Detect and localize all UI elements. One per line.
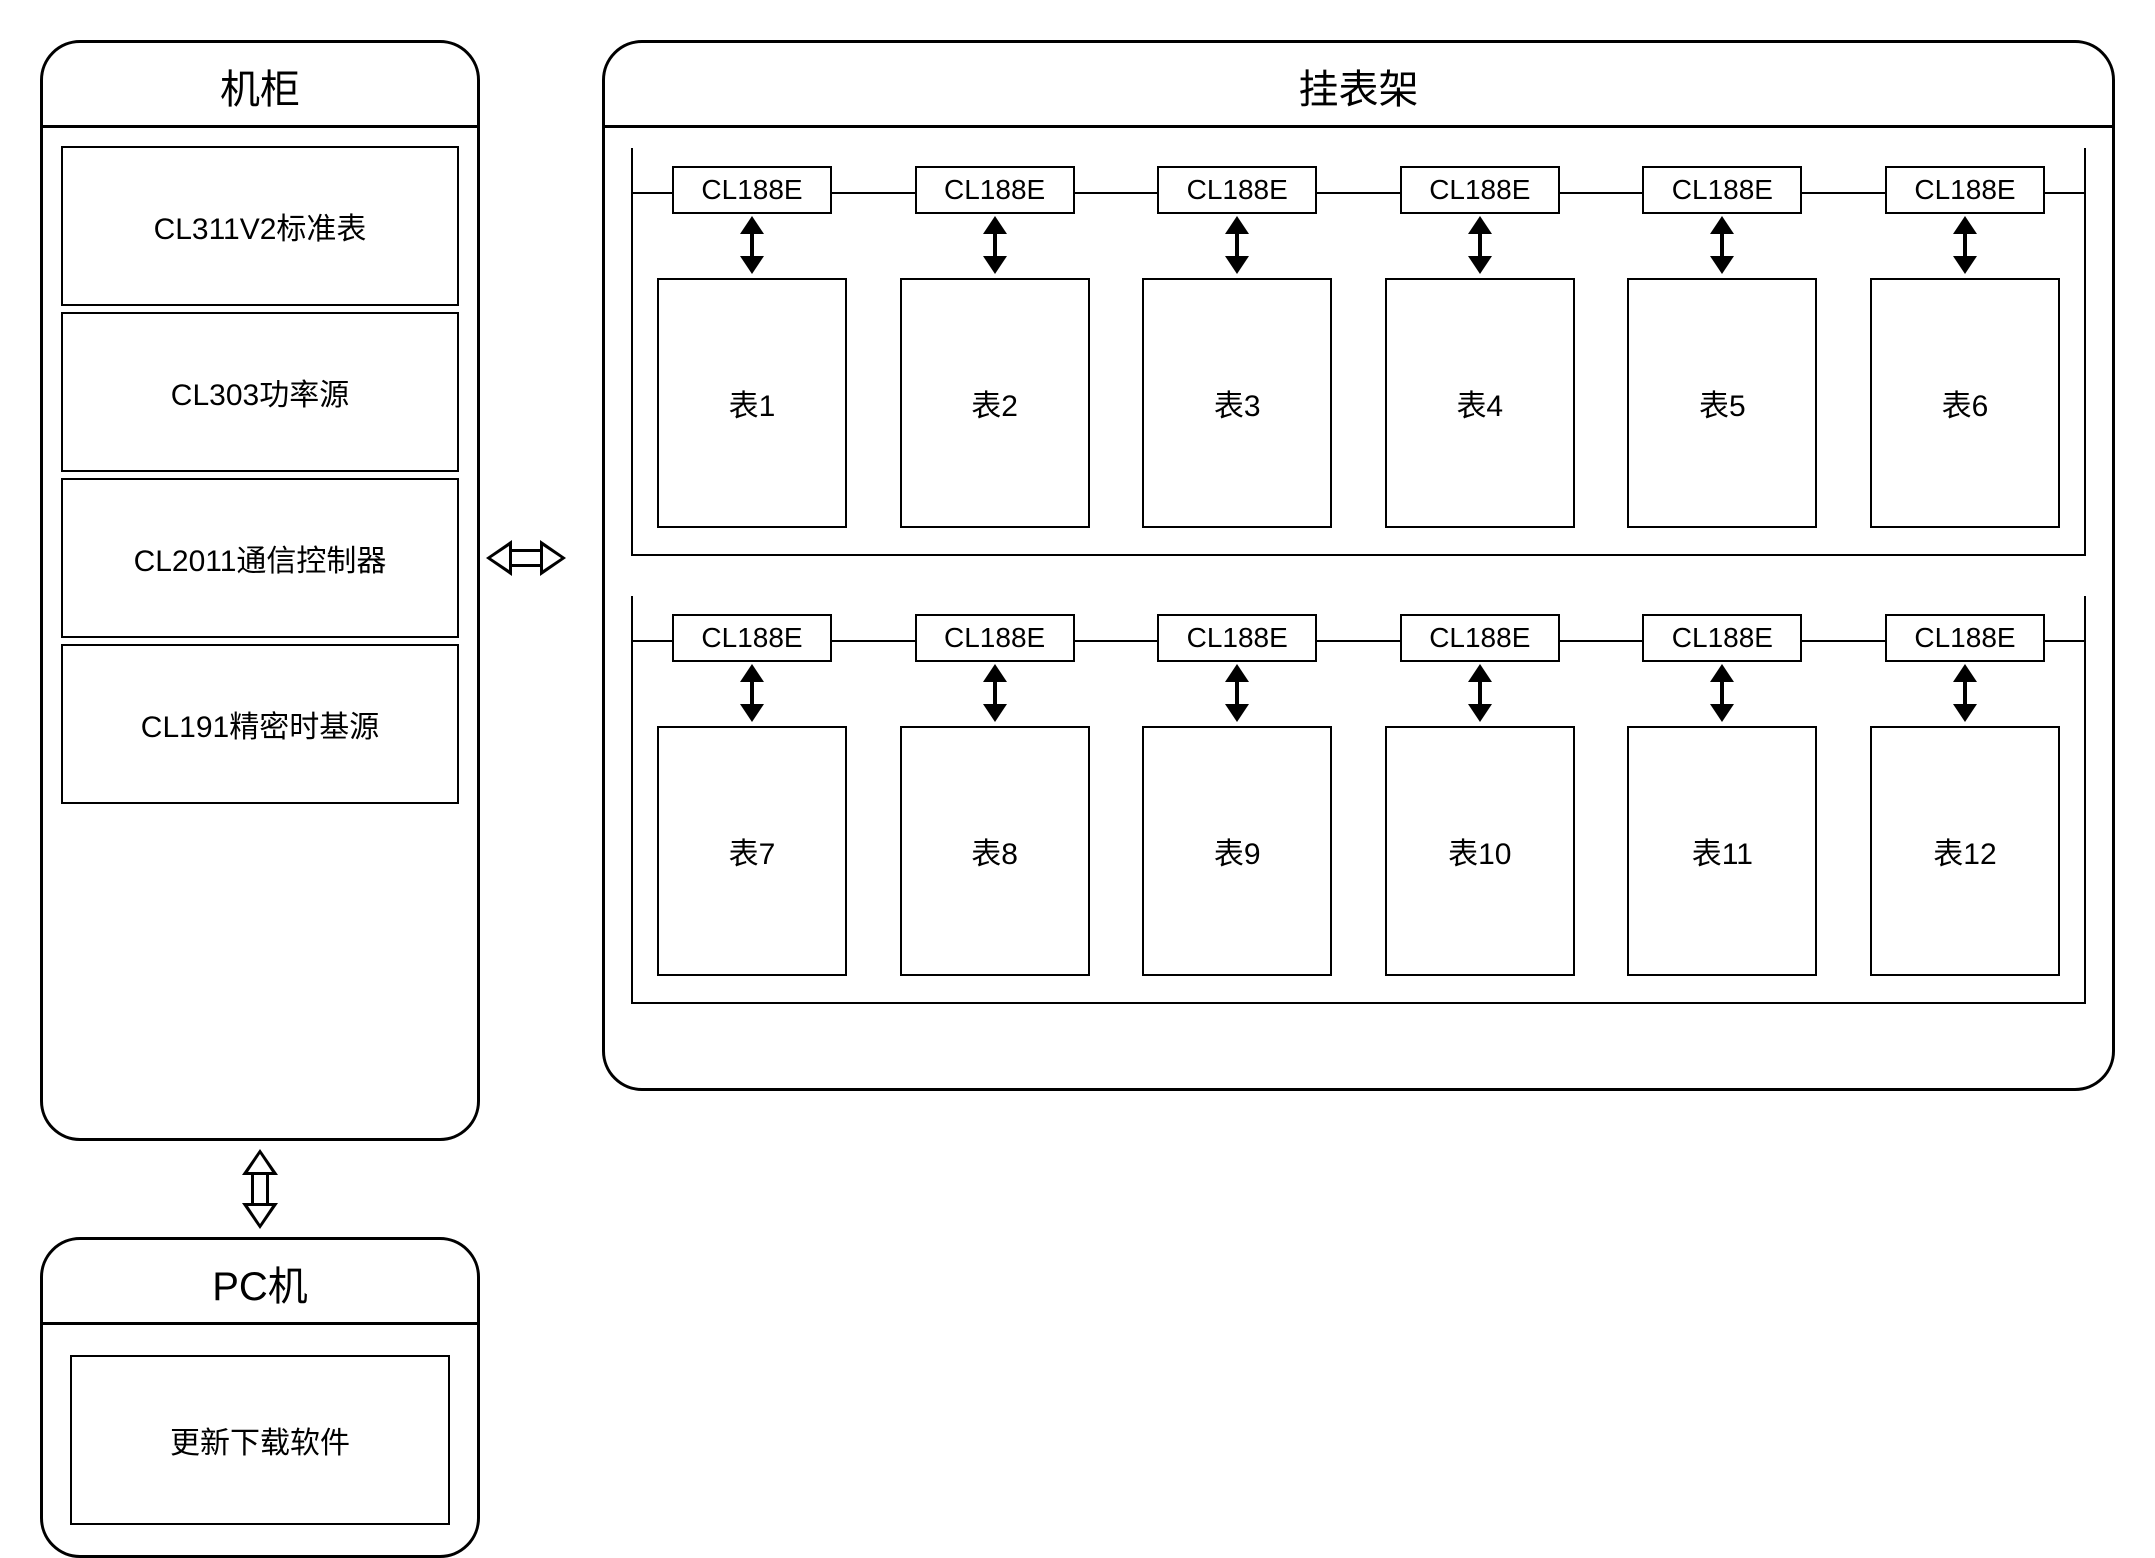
rack-body: CL188E 表1 CL188E 表2 CL188E 表3 CL188E 表4 CL188E 表5… — [605, 128, 2112, 1088]
meter-box: 表3 — [1142, 278, 1332, 528]
rack-row: CL188E 表7 CL188E 表8 CL188E 表9 CL188E 表10 CL188E 表… — [631, 596, 2086, 1004]
module-meter-arrow-icon — [740, 216, 764, 274]
pc-body: 更新下载软件 — [43, 1325, 477, 1555]
module-meter-arrow-icon — [983, 216, 1007, 274]
cabinet-rack-arrow-icon — [486, 540, 566, 576]
cabinet-body: CL311V2标准表 CL303功率源 CL2011通信控制器 CL191精密时… — [43, 128, 477, 1138]
cabinet-slot: CL191精密时基源 — [61, 644, 459, 804]
module-box: CL188E — [672, 166, 832, 214]
module-meter-arrow-icon — [1710, 664, 1734, 722]
meter-box: 表10 — [1385, 726, 1575, 976]
module-meter-arrow-icon — [1225, 664, 1249, 722]
module-box: CL188E — [1400, 166, 1560, 214]
pc-software-box: 更新下载软件 — [70, 1355, 450, 1525]
rack-unit: CL188E 表5 — [1617, 166, 1827, 528]
meter-box: 表1 — [657, 278, 847, 528]
module-meter-arrow-icon — [1953, 216, 1977, 274]
cabinet-slot: CL2011通信控制器 — [61, 478, 459, 638]
module-box: CL188E — [1885, 166, 2045, 214]
rack-unit: CL188E 表10 — [1375, 614, 1585, 976]
top-row: 机柜 CL311V2标准表 CL303功率源 CL2011通信控制器 CL191… — [40, 40, 2115, 1558]
rack-title: 挂表架 — [605, 43, 2112, 128]
cabinet-panel: 机柜 CL311V2标准表 CL303功率源 CL2011通信控制器 CL191… — [40, 40, 480, 1141]
cabinet-title: 机柜 — [43, 43, 477, 128]
rack-unit: CL188E 表4 — [1375, 166, 1585, 528]
rack-unit: CL188E 表8 — [890, 614, 1100, 976]
module-box: CL188E — [1157, 166, 1317, 214]
module-box: CL188E — [672, 614, 832, 662]
meter-box: 表2 — [900, 278, 1090, 528]
rack-unit: CL188E 表9 — [1132, 614, 1342, 976]
meter-box: 表4 — [1385, 278, 1575, 528]
cabinet-pc-arrow-icon — [242, 1149, 278, 1229]
rack-unit: CL188E 表6 — [1860, 166, 2070, 528]
cabinet-slot: CL311V2标准表 — [61, 146, 459, 306]
cabinet-slot: CL303功率源 — [61, 312, 459, 472]
rack-row: CL188E 表1 CL188E 表2 CL188E 表3 CL188E 表4 CL188E 表5… — [631, 148, 2086, 556]
module-box: CL188E — [1157, 614, 1317, 662]
pc-panel: PC机 更新下载软件 — [40, 1237, 480, 1558]
module-meter-arrow-icon — [1468, 664, 1492, 722]
rack-panel: 挂表架 CL188E表1CL188E表2CL188E表3CL188E表4CL18… — [602, 40, 2115, 1091]
rack-unit: CL188E 表7 — [647, 614, 857, 976]
rack-unit: CL188E 表11 — [1617, 614, 1827, 976]
rack-unit: CL188E 表3 — [1132, 166, 1342, 528]
module-meter-arrow-icon — [1953, 664, 1977, 722]
rack-unit: CL188E 表12 — [1860, 614, 2070, 976]
rack-units: CL188E表7CL188E表8CL188E表9CL188E表10CL188E表… — [633, 642, 2084, 1002]
meter-box: 表9 — [1142, 726, 1332, 976]
module-meter-arrow-icon — [983, 664, 1007, 722]
meter-box: 表12 — [1870, 726, 2060, 976]
meter-box: 表7 — [657, 726, 847, 976]
module-box: CL188E — [915, 166, 1075, 214]
meter-box: 表11 — [1627, 726, 1817, 976]
module-box: CL188E — [915, 614, 1075, 662]
meter-box: 表8 — [900, 726, 1090, 976]
rack-units: CL188E表1CL188E表2CL188E表3CL188E表4CL188E表5… — [633, 194, 2084, 554]
module-box: CL188E — [1885, 614, 2045, 662]
module-meter-arrow-icon — [1225, 216, 1249, 274]
rack-unit: CL188E 表2 — [890, 166, 1100, 528]
module-meter-arrow-icon — [740, 664, 764, 722]
module-box: CL188E — [1642, 614, 1802, 662]
pc-title: PC机 — [43, 1240, 477, 1325]
module-meter-arrow-icon — [1710, 216, 1734, 274]
rack-unit: CL188E 表1 — [647, 166, 857, 528]
module-meter-arrow-icon — [1468, 216, 1492, 274]
meter-box: 表6 — [1870, 278, 2060, 528]
left-column: 机柜 CL311V2标准表 CL303功率源 CL2011通信控制器 CL191… — [40, 40, 480, 1558]
module-box: CL188E — [1400, 614, 1560, 662]
meter-box: 表5 — [1627, 278, 1817, 528]
module-box: CL188E — [1642, 166, 1802, 214]
